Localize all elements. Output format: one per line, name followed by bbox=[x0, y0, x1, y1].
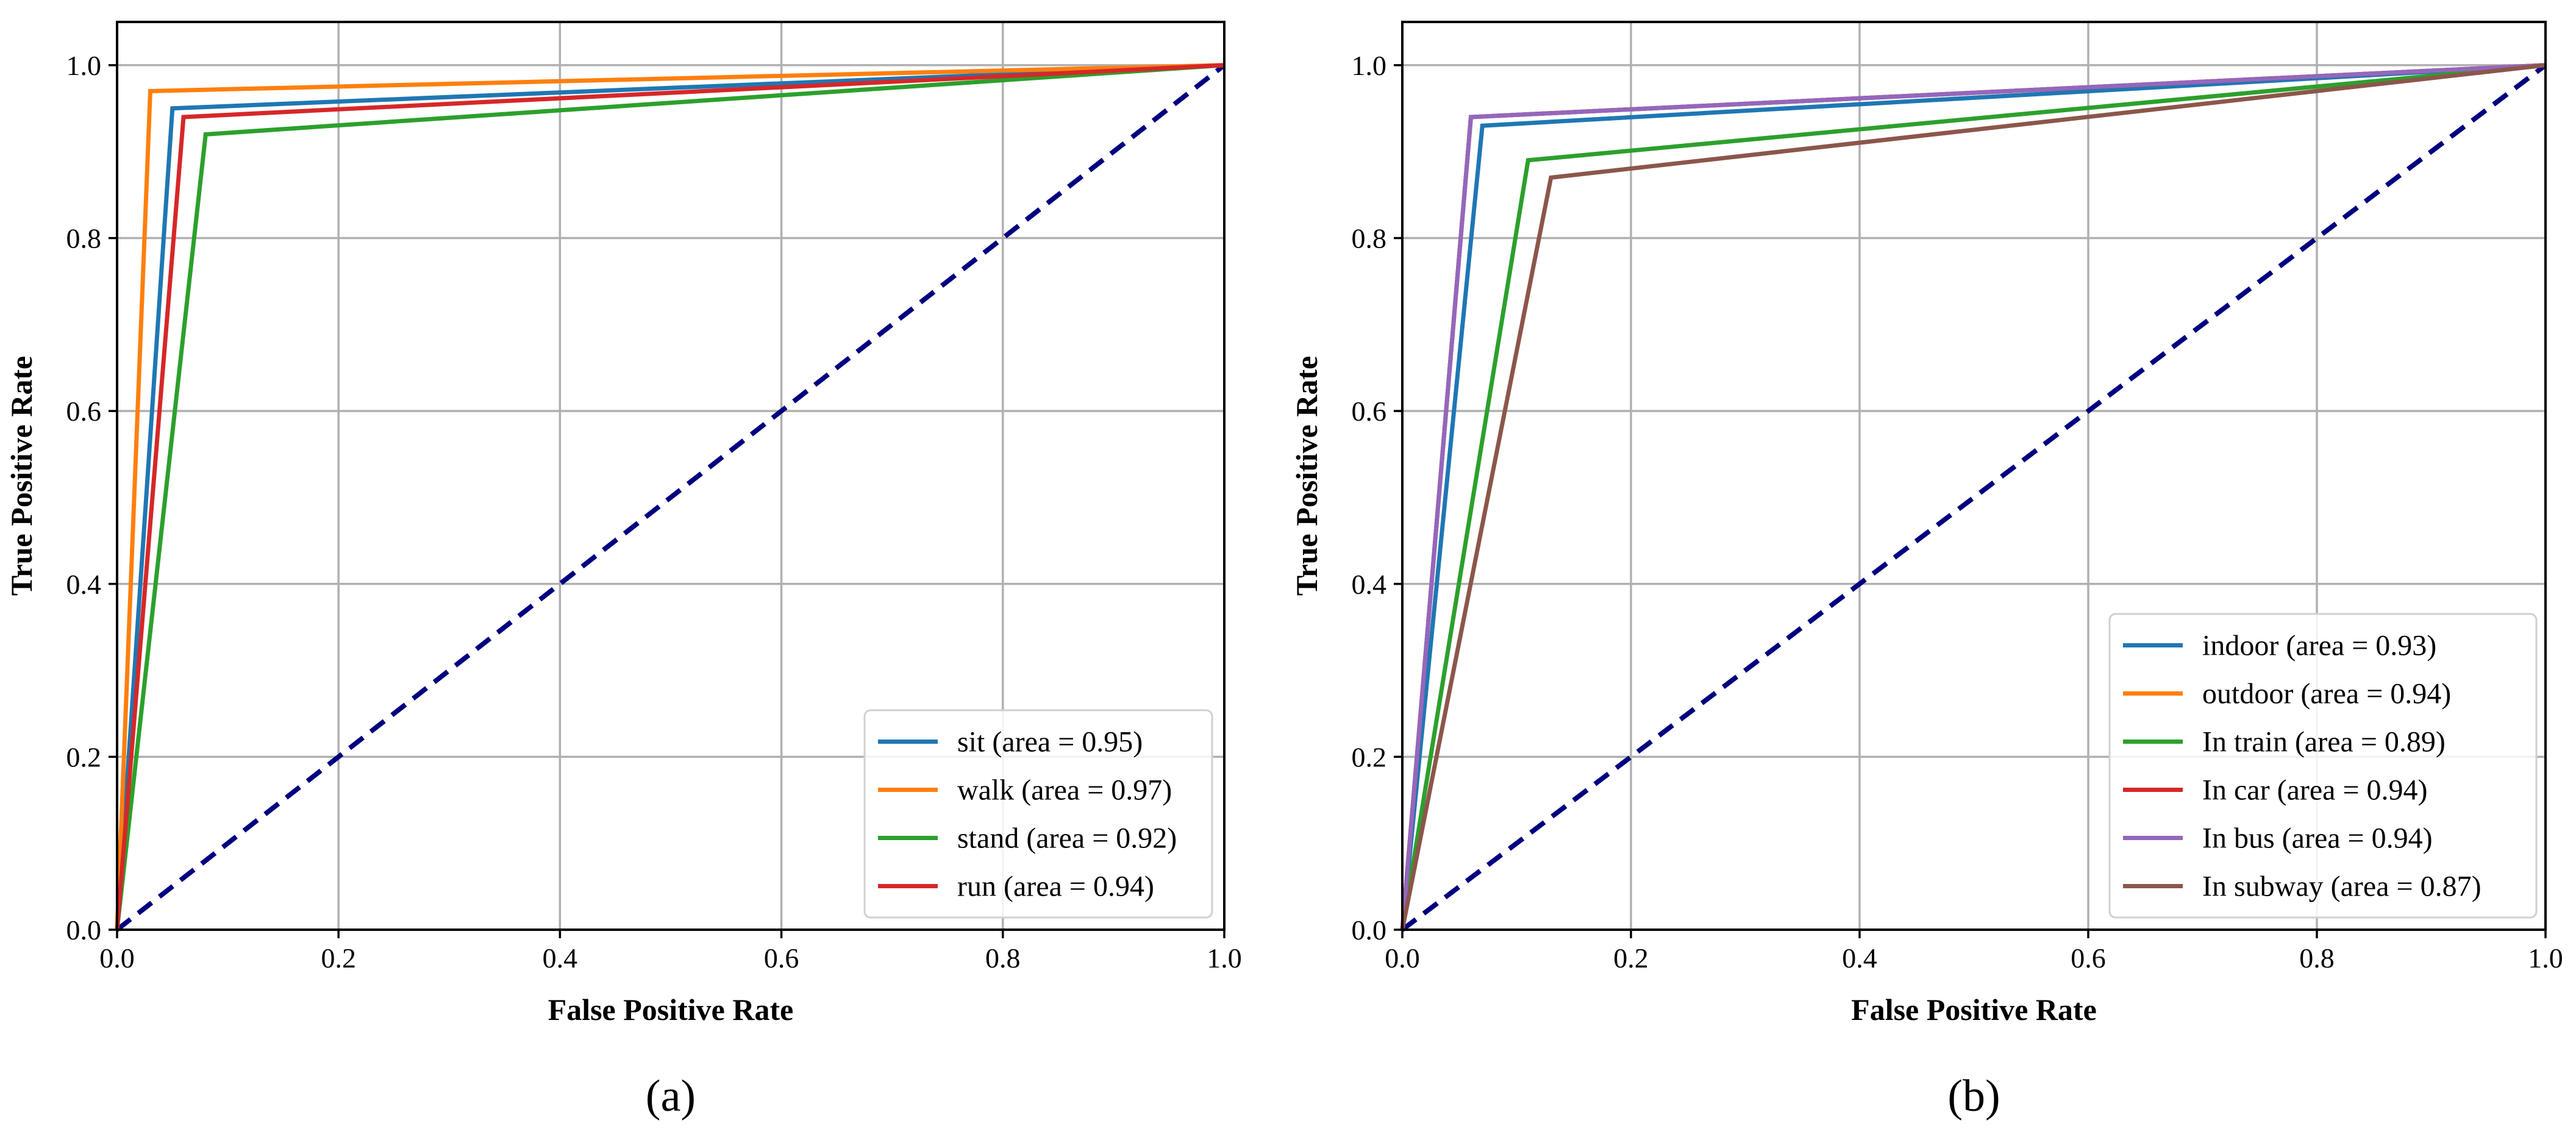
panel-a-panel-label: (a) bbox=[646, 1071, 696, 1121]
roc-panel-a: 0.0 0.2 0.4 0.6 0.8 1.0 0.0 0.2 0.4 0.6 0.8 1.0 Fals… bbox=[4, 21, 1242, 1121]
panel-a-legend-label-3: run (area = 0.94) bbox=[957, 871, 1154, 903]
panel-a-ytick-label-4: 0.8 bbox=[66, 223, 102, 254]
panel-b-ytick-label-1: 0.2 bbox=[1352, 741, 1387, 772]
panel-b-xtick-label-3: 0.6 bbox=[2071, 943, 2106, 974]
panel-a-legend: sit (area = 0.95) walk (area = 0.97) stand… bbox=[863, 709, 1213, 919]
panel-b-legend-label-3: In car (area = 0.94) bbox=[2202, 774, 2428, 807]
panel-a-xtick-label-5: 1.0 bbox=[1207, 943, 1242, 974]
panel-b-plot-frame bbox=[1401, 21, 2547, 931]
panel-b-series-line-0 bbox=[1400, 63, 2546, 930]
panel-a-series-line-2 bbox=[115, 63, 1225, 930]
panel-a-ytick-label-5: 1.0 bbox=[66, 50, 102, 81]
panel-a-xtick-label-2: 0.4 bbox=[543, 943, 578, 974]
panel-b-legend: indoor (area = 0.93) outdoor (area = 0.94… bbox=[2108, 613, 2538, 919]
panel-b-series-line-4 bbox=[1400, 63, 2546, 930]
panel-b-x-axis-label: False Positive Rate bbox=[1851, 993, 2097, 1027]
panel-b-legend-label-0: indoor (area = 0.93) bbox=[2202, 630, 2436, 662]
panel-a-y-axis-label: True Positive Rate bbox=[4, 356, 38, 596]
panel-b-ytick-label-0: 0.0 bbox=[1352, 914, 1387, 946]
panel-b-ytick-label-4: 0.8 bbox=[1352, 223, 1387, 254]
panel-b-xtick-label-0: 0.0 bbox=[1385, 943, 1420, 974]
panel-b-ytick-label-3: 0.6 bbox=[1352, 396, 1387, 427]
panel-b-ytick-label-5: 1.0 bbox=[1352, 50, 1387, 81]
panel-a-diagonal-line bbox=[115, 63, 1226, 932]
panel-b-legend-label-5: In subway (area = 0.87) bbox=[2202, 871, 2481, 903]
panel-a-x-axis-label: False Positive Rate bbox=[548, 993, 794, 1027]
panel-b-legend-label-1: outdoor (area = 0.94) bbox=[2202, 678, 2451, 710]
panel-a-ytick-label-1: 0.2 bbox=[66, 741, 102, 772]
panel-b-panel-label: (b) bbox=[1947, 1071, 2000, 1121]
panel-b-xtick-label-5: 1.0 bbox=[2528, 943, 2563, 974]
panel-b-legend-label-2: In train (area = 0.89) bbox=[2202, 726, 2446, 758]
panel-a-ytick-label-0: 0.0 bbox=[66, 914, 102, 946]
panel-a-series-line-1 bbox=[115, 63, 1225, 930]
panel-a-xtick-label-4: 0.8 bbox=[985, 943, 1021, 974]
panel-b-series-line-5 bbox=[1400, 63, 2546, 930]
panel-a-ytick-label-3: 0.6 bbox=[66, 396, 102, 427]
panel-a-xtick-label-0: 0.0 bbox=[99, 943, 135, 974]
panel-a-series-line-0 bbox=[115, 63, 1225, 930]
panel-a-plot-frame bbox=[116, 21, 1226, 931]
panel-a-legend-label-0: sit (area = 0.95) bbox=[957, 726, 1143, 758]
panel-b-xtick-label-1: 0.2 bbox=[1613, 943, 1649, 974]
roc-panel-b: 0.0 0.2 0.4 0.6 0.8 1.0 0.0 0.2 0.4 0.6 0.8 1.0 Fals… bbox=[1290, 21, 2563, 1121]
panel-a-xtick-label-3: 0.6 bbox=[764, 943, 799, 974]
panel-a-legend-box bbox=[863, 709, 1213, 919]
panel-b-legend-box bbox=[2108, 613, 2538, 919]
panel-a-legend-label-2: stand (area = 0.92) bbox=[957, 822, 1177, 855]
panel-b-legend-label-4: In bus (area = 0.94) bbox=[2202, 822, 2433, 855]
panel-b-y-axis-label: True Positive Rate bbox=[1290, 356, 1324, 596]
panel-a-legend-label-1: walk (area = 0.97) bbox=[957, 774, 1172, 807]
panel-a-ytick-label-2: 0.4 bbox=[66, 569, 102, 600]
panel-a-xtick-label-1: 0.2 bbox=[321, 943, 356, 974]
panel-b-ytick-label-2: 0.4 bbox=[1352, 569, 1387, 600]
panel-a-series-line-3 bbox=[115, 63, 1225, 930]
panel-b-xtick-label-2: 0.4 bbox=[1842, 943, 1877, 974]
panel-b-diagonal-line bbox=[1400, 63, 2547, 932]
panel-b-series-line-2 bbox=[1400, 63, 2546, 930]
panel-b-xtick-label-4: 0.8 bbox=[2299, 943, 2335, 974]
